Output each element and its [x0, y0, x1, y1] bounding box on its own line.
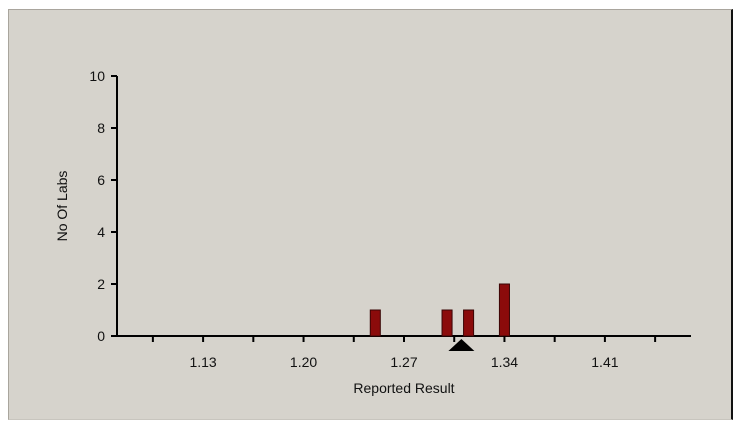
- y-tick-label: 4: [97, 224, 105, 240]
- bar: [463, 309, 475, 337]
- x-tick-label: 1.27: [390, 354, 417, 370]
- x-tick-label: 1.13: [189, 354, 216, 370]
- y-tick-label: 6: [97, 172, 105, 188]
- axes: [116, 76, 691, 337]
- x-tick-label: 1.34: [491, 354, 518, 370]
- x-tick-label: 1.41: [591, 354, 618, 370]
- x-tick-label: 1.20: [290, 354, 317, 370]
- bar: [369, 309, 381, 337]
- marker-layer: [448, 339, 475, 351]
- y-tick-label: 2: [97, 276, 105, 292]
- y-ticks: 0 2 4 6 8 10: [89, 68, 117, 344]
- bars: [369, 283, 510, 337]
- x-ticks: 1.13 1.20 1.27 1.34 1.41: [151, 336, 657, 370]
- y-tick-label: 8: [97, 120, 105, 136]
- x-axis-title: Reported Result: [353, 380, 454, 396]
- histogram-chart: 0 2 4 6 8 10 1.13 1.20 1.27 1.34 1.41 Reported Re…: [54, 68, 691, 396]
- bar: [498, 283, 510, 337]
- assigned-value-marker: [448, 339, 475, 351]
- bar: [441, 309, 453, 337]
- y-tick-label: 0: [97, 328, 105, 344]
- y-tick-label: 10: [89, 68, 105, 84]
- y-axis-title: No Of Labs: [54, 171, 70, 242]
- chart-frame: 0 2 4 6 8 10 1.13 1.20 1.27 1.34 1.41 Reported Re…: [8, 9, 733, 420]
